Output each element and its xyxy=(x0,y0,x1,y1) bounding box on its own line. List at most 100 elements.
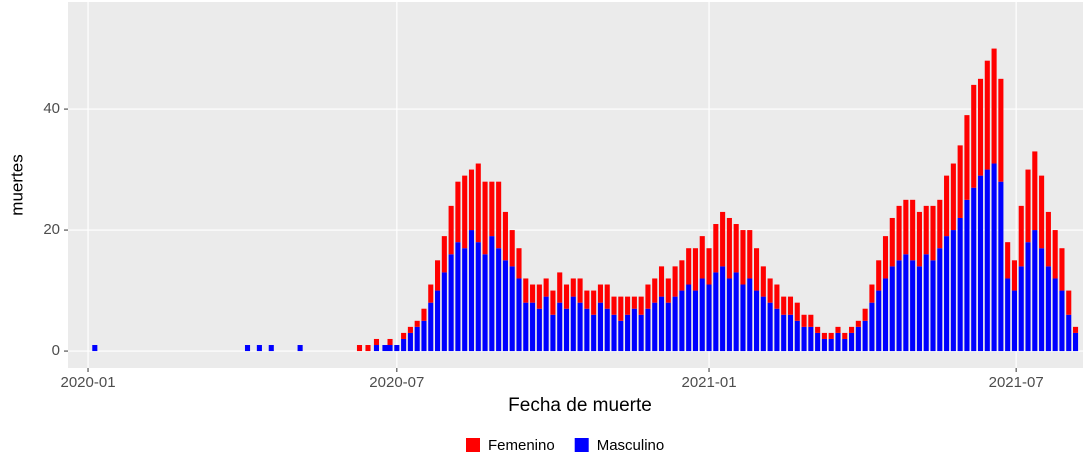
bar-segment xyxy=(489,236,495,352)
bar-segment xyxy=(686,284,692,352)
bar-segment xyxy=(747,230,753,279)
bar-segment xyxy=(536,284,542,309)
bar-segment xyxy=(733,272,739,352)
bar-segment xyxy=(462,175,468,249)
bar-segment xyxy=(903,254,909,352)
bar-segment xyxy=(862,308,868,321)
bar-segment xyxy=(618,296,624,321)
bar-segment xyxy=(821,332,827,339)
bar-segment xyxy=(679,290,685,352)
bar-segment xyxy=(414,326,420,352)
bar-segment xyxy=(910,199,916,261)
bar-segment xyxy=(1039,248,1045,352)
bar-segment xyxy=(787,296,794,315)
bar-segment xyxy=(1025,242,1031,352)
bar-segment xyxy=(923,205,929,255)
y-tick-label: 20 xyxy=(43,221,60,238)
bar-segment xyxy=(1045,211,1051,267)
bar-segment xyxy=(903,199,909,255)
y-tick-label: 0 xyxy=(52,342,60,359)
bar-segment xyxy=(604,308,610,352)
bar-segment xyxy=(611,296,617,315)
bar-segment xyxy=(916,266,922,352)
bar-segment xyxy=(1059,248,1065,291)
bar-segment xyxy=(543,296,549,352)
bar-segment xyxy=(1066,314,1072,352)
x-tick-label: 2020-07 xyxy=(369,374,424,391)
bar-segment xyxy=(747,278,753,352)
bar-segment xyxy=(665,302,671,352)
bar-segment xyxy=(781,296,787,315)
bar-segment xyxy=(297,345,303,352)
x-tick-label: 2021-01 xyxy=(682,374,737,391)
bar-segment xyxy=(842,338,848,352)
bar-segment xyxy=(835,332,841,352)
bar-segment xyxy=(1032,151,1038,231)
bar-segment xyxy=(916,211,922,267)
bar-segment xyxy=(387,338,393,346)
bar-segment xyxy=(896,205,902,261)
bar-segment xyxy=(1072,332,1079,352)
bar-segment xyxy=(774,284,780,309)
bar-segment xyxy=(882,278,889,352)
bar-segment xyxy=(563,284,570,309)
bar-segment xyxy=(944,175,950,237)
bar-segment xyxy=(835,326,841,333)
y-tick-label: 40 xyxy=(43,100,60,117)
bar-segment xyxy=(740,230,746,285)
bar-segment xyxy=(468,169,475,231)
bar-segment xyxy=(256,345,262,352)
bar-segment xyxy=(971,187,977,352)
bar-segment xyxy=(869,302,875,352)
bar-segment xyxy=(937,248,943,352)
bar-segment xyxy=(1039,175,1045,249)
bar-segment xyxy=(855,320,861,327)
bar-segment xyxy=(536,308,542,352)
x-tick-label: 2021-07 xyxy=(989,374,1044,391)
bar-segment xyxy=(1025,169,1031,243)
bar-segment xyxy=(896,260,902,352)
bar-segment xyxy=(611,314,617,352)
bar-segment xyxy=(475,163,481,243)
bar-segment xyxy=(1011,260,1017,291)
bar-segment xyxy=(699,236,705,279)
bar-segment xyxy=(597,302,603,352)
bar-segment xyxy=(441,272,447,352)
bar-segment xyxy=(631,296,637,309)
bar-segment xyxy=(889,266,895,352)
bar-segment xyxy=(268,345,274,352)
legend-swatch xyxy=(466,438,480,452)
bar-segment xyxy=(1018,266,1024,352)
bar-segment xyxy=(910,260,916,352)
bar-segment xyxy=(944,236,950,352)
x-axis-title: Fecha de muerte xyxy=(508,395,652,416)
bar-segment xyxy=(713,224,719,273)
bar-segment xyxy=(726,278,732,352)
bar-segment xyxy=(557,272,563,303)
bar-segment xyxy=(604,284,610,309)
bar-segment xyxy=(496,248,502,352)
bar-segment xyxy=(577,302,583,352)
bar-segment xyxy=(801,326,807,352)
bar-segment xyxy=(726,217,732,279)
bar-segment xyxy=(516,248,522,279)
bar-segment xyxy=(401,332,407,339)
bar-segment xyxy=(815,332,821,352)
bar-segment xyxy=(645,284,651,309)
bar-segment xyxy=(543,278,549,297)
bar-segment xyxy=(645,308,651,352)
bar-segment xyxy=(672,266,678,297)
bar-segment xyxy=(767,278,773,303)
bar-segment xyxy=(516,278,522,352)
bar-segment xyxy=(394,345,400,352)
bar-segment xyxy=(815,326,821,333)
bar-segment xyxy=(502,211,508,261)
bar-segment xyxy=(625,296,631,315)
y-axis-title: muertes xyxy=(7,154,26,215)
bar-segment xyxy=(781,314,787,352)
bar-segment xyxy=(502,260,508,352)
bar-segment xyxy=(706,248,712,285)
bar-segment xyxy=(482,181,488,255)
bar-segment xyxy=(618,320,624,352)
bar-segment xyxy=(828,338,834,352)
